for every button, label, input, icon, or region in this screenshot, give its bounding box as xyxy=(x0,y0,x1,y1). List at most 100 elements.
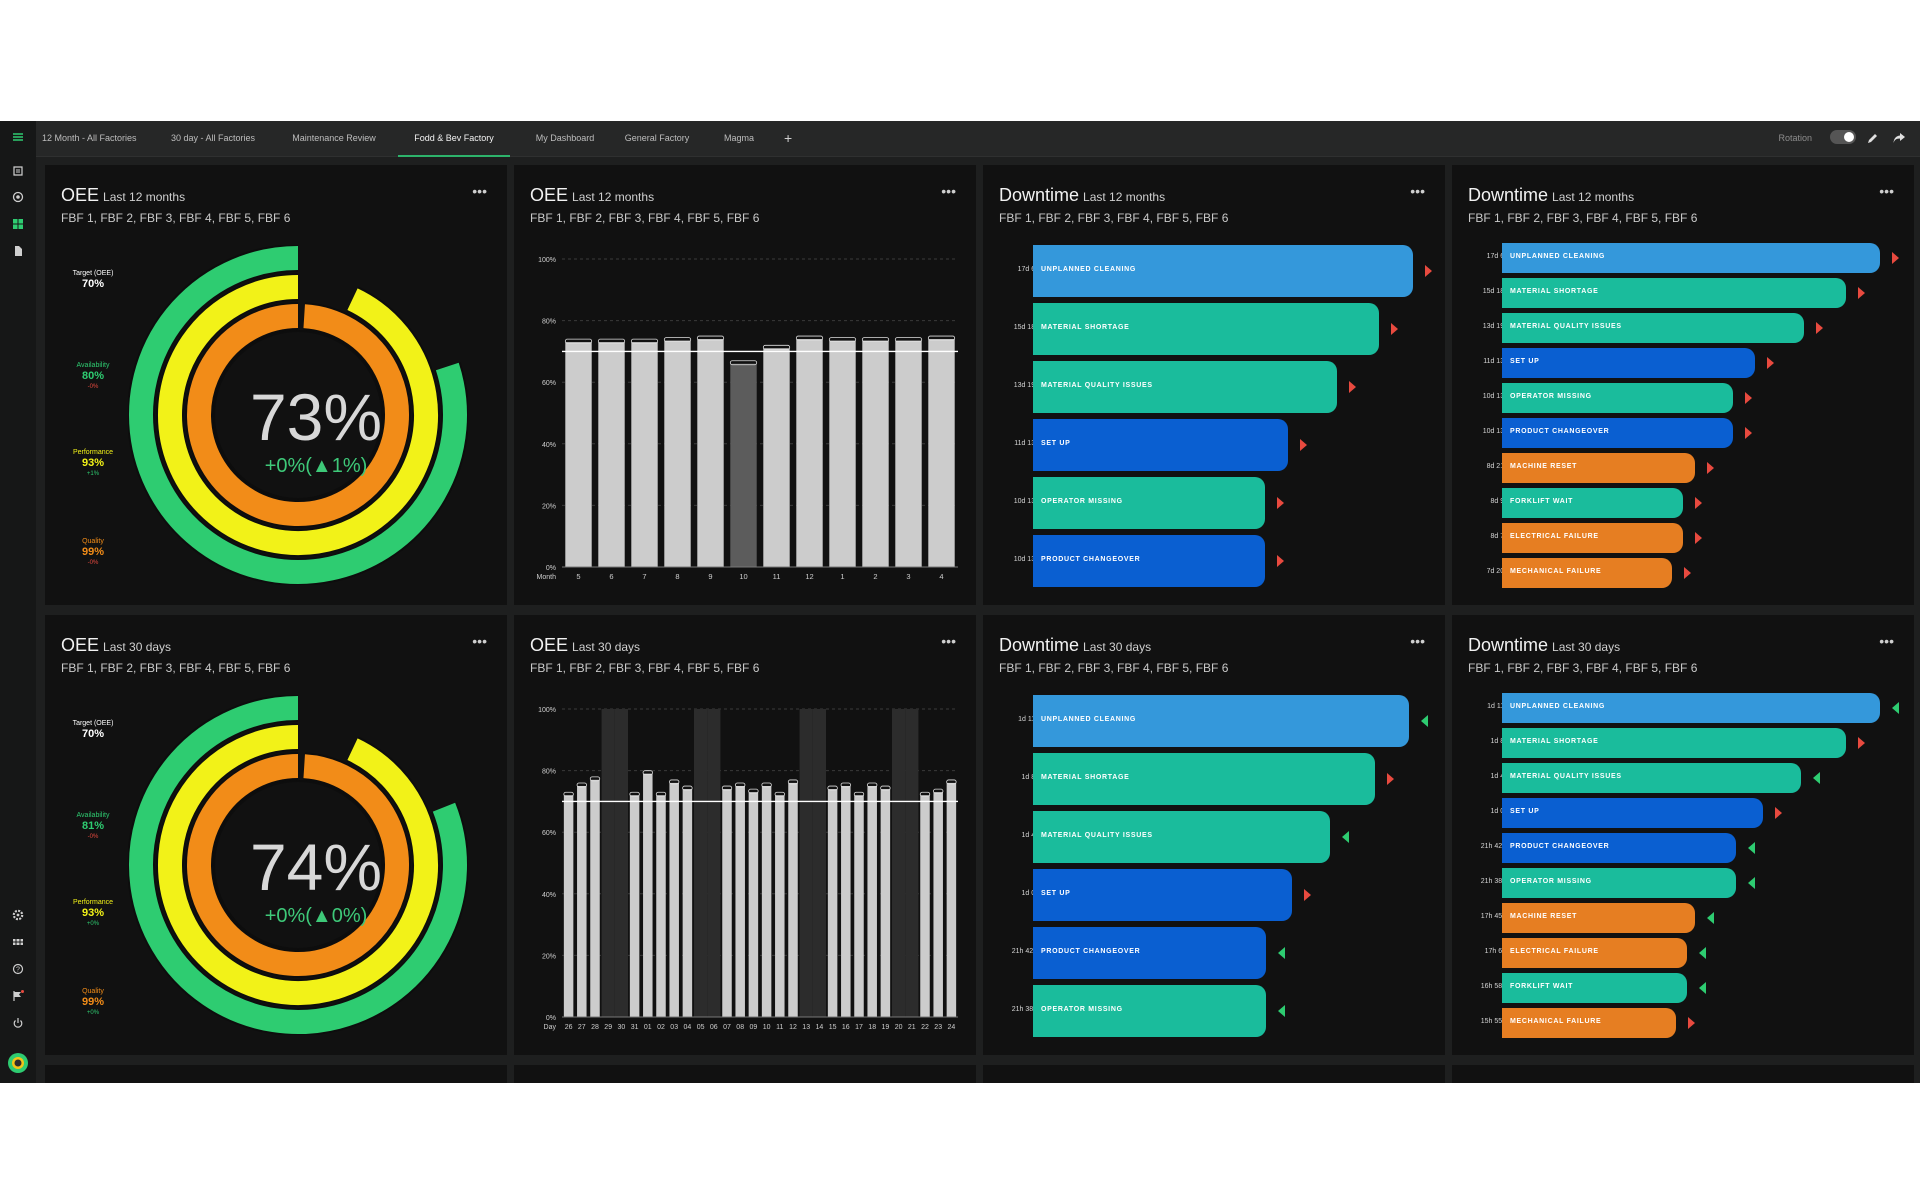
share-icon[interactable] xyxy=(1892,131,1906,145)
x-tick-label: 9 xyxy=(708,572,712,581)
downtime-bar[interactable]: ELECTRICAL FAILURE xyxy=(1502,523,1683,553)
downtime-bar[interactable]: FORKLIFT WAIT xyxy=(1502,488,1683,518)
rotation-toggle[interactable] xyxy=(1830,130,1856,144)
tab-general-factory[interactable]: General Factory xyxy=(624,133,690,143)
panel-title: OEE Last 30 days xyxy=(61,635,172,655)
downtime-bar[interactable]: PRODUCT CHANGEOVER xyxy=(1502,418,1733,448)
downtime-reason: OPERATOR MISSING xyxy=(1041,498,1123,505)
x-tick-label: 10 xyxy=(739,572,747,581)
add-tab-button[interactable]: + xyxy=(784,130,793,146)
list-icon[interactable] xyxy=(10,163,26,179)
downtime-bar[interactable]: PRODUCT CHANGEOVER xyxy=(1502,833,1736,863)
x-tick-label: 12 xyxy=(805,572,813,581)
downtime-value: 13d 19h xyxy=(1013,382,1039,389)
downtime-bar[interactable]: SET UP xyxy=(1033,419,1288,471)
downtime-bar[interactable]: MATERIAL SHORTAGE xyxy=(1033,303,1379,355)
downtime-bar[interactable]: MATERIAL QUALITY ISSUES xyxy=(1033,361,1337,413)
y-tick-label: 0% xyxy=(546,565,556,572)
panel-menu-button[interactable]: ••• xyxy=(1879,633,1894,649)
x-tick-label: 28 xyxy=(591,1024,599,1031)
downtime-reason: MATERIAL SHORTAGE xyxy=(1510,288,1599,295)
bar xyxy=(788,782,798,1017)
bar xyxy=(669,782,679,1017)
downtime-bar[interactable]: MACHINE RESET xyxy=(1502,453,1695,483)
bar xyxy=(598,342,625,567)
downtime-bar[interactable]: OPERATOR MISSING xyxy=(1033,477,1265,529)
downtime-bar[interactable]: MECHANICAL FAILURE xyxy=(1502,558,1672,588)
gear-icon[interactable] xyxy=(10,907,26,923)
grid-icon[interactable] xyxy=(10,934,26,950)
bar-cap xyxy=(787,779,799,785)
tab-maintenance-review[interactable]: Maintenance Review xyxy=(292,133,376,143)
downtime-bar[interactable]: SET UP xyxy=(1502,348,1755,378)
downtime-value: 21h 42m xyxy=(1480,843,1508,850)
tab-magma[interactable]: Magma xyxy=(723,133,754,143)
avatar[interactable] xyxy=(7,1052,29,1074)
dashboard-icon[interactable] xyxy=(10,216,26,232)
trend-up-icon xyxy=(1707,462,1714,474)
panel-menu-button[interactable]: ••• xyxy=(472,633,487,649)
downtime-bar[interactable]: SET UP xyxy=(1502,798,1763,828)
panel-oee-30-gauge: OEE Last 30 days FBF 1, FBF 2, FBF 3, FBF… xyxy=(45,615,507,1055)
tab-30-day-all-factories[interactable]: 30 day - All Factories xyxy=(170,133,256,143)
panel-menu-button[interactable]: ••• xyxy=(941,183,956,199)
downtime-bar[interactable]: MACHINE RESET xyxy=(1502,903,1695,933)
trend-up-icon xyxy=(1745,427,1752,439)
power-icon[interactable] xyxy=(10,1015,26,1031)
panel-menu-button[interactable]: ••• xyxy=(1879,183,1894,199)
downtime-bar[interactable]: MATERIAL QUALITY ISSUES xyxy=(1033,811,1330,863)
bar xyxy=(577,786,587,1017)
trend-up-icon xyxy=(1349,381,1356,393)
bar xyxy=(829,340,856,567)
downtime-bar[interactable]: OPERATOR MISSING xyxy=(1033,985,1266,1037)
downtime-bar[interactable]: MECHANICAL FAILURE xyxy=(1502,1008,1676,1038)
downtime-value: 21h 38m xyxy=(1480,878,1508,885)
downtime-value: 1d 4h xyxy=(1490,773,1508,780)
downtime-value: 21h 42m xyxy=(1011,948,1039,955)
downtime-bar[interactable]: OPERATOR MISSING xyxy=(1502,383,1733,413)
flag-icon[interactable] xyxy=(10,988,26,1004)
bar xyxy=(722,789,732,1017)
trend-up-icon xyxy=(1775,807,1782,819)
downtime-bar[interactable]: SET UP xyxy=(1033,869,1292,921)
downtime-bar[interactable]: PRODUCT CHANGEOVER xyxy=(1033,927,1266,979)
downtime-bar[interactable]: PRODUCT CHANGEOVER xyxy=(1033,535,1265,587)
bar xyxy=(590,779,600,1017)
trend-down-icon xyxy=(1699,982,1706,994)
x-tick-label: 04 xyxy=(684,1024,692,1031)
downtime-bar[interactable]: UNPLANNED CLEANING xyxy=(1033,245,1413,297)
document-icon[interactable] xyxy=(10,243,26,259)
downtime-bar[interactable]: MATERIAL QUALITY ISSUES xyxy=(1502,313,1804,343)
downtime-bar[interactable]: FORKLIFT WAIT xyxy=(1502,973,1687,1003)
downtime-bar[interactable]: MATERIAL QUALITY ISSUES xyxy=(1502,763,1801,793)
downtime-value: 17d 6h xyxy=(1017,266,1039,273)
help-icon[interactable]: ? xyxy=(10,961,26,977)
panel-menu-button[interactable]: ••• xyxy=(472,183,487,199)
hamburger-menu-icon[interactable] xyxy=(10,129,26,145)
target-icon[interactable] xyxy=(10,189,26,205)
trend-up-icon xyxy=(1858,287,1865,299)
panel-menu-button[interactable]: ••• xyxy=(941,633,956,649)
downtime-bar[interactable]: UNPLANNED CLEANING xyxy=(1502,243,1880,273)
downtime-reason: PRODUCT CHANGEOVER xyxy=(1510,843,1610,850)
downtime-reason: OPERATOR MISSING xyxy=(1510,393,1592,400)
tab-my-dashboard[interactable]: My Dashboard xyxy=(535,133,595,143)
downtime-bar[interactable]: OPERATOR MISSING xyxy=(1502,868,1736,898)
downtime-bar[interactable]: MATERIAL SHORTAGE xyxy=(1033,753,1375,805)
x-tick-label: 7 xyxy=(642,572,646,581)
panel-menu-button[interactable]: ••• xyxy=(1410,633,1425,649)
bar-cap xyxy=(696,335,725,341)
downtime-bar[interactable]: MATERIAL SHORTAGE xyxy=(1502,278,1846,308)
edit-icon[interactable] xyxy=(1866,131,1880,145)
x-tick-label: 10 xyxy=(763,1024,771,1031)
x-tick-label: 18 xyxy=(868,1024,876,1031)
tab-food-bev-factory[interactable]: Fodd & Bev Factory xyxy=(398,121,510,157)
panel-menu-button[interactable]: ••• xyxy=(1410,183,1425,199)
downtime-bar[interactable]: UNPLANNED CLEANING xyxy=(1502,693,1880,723)
downtime-bar[interactable]: ELECTRICAL FAILURE xyxy=(1502,938,1687,968)
bar xyxy=(895,340,922,567)
x-tick-label: 16 xyxy=(842,1024,850,1031)
downtime-bar[interactable]: UNPLANNED CLEANING xyxy=(1033,695,1409,747)
tab-12-month-all-factories[interactable]: 12 Month - All Factories xyxy=(42,133,137,143)
downtime-bar[interactable]: MATERIAL SHORTAGE xyxy=(1502,728,1846,758)
